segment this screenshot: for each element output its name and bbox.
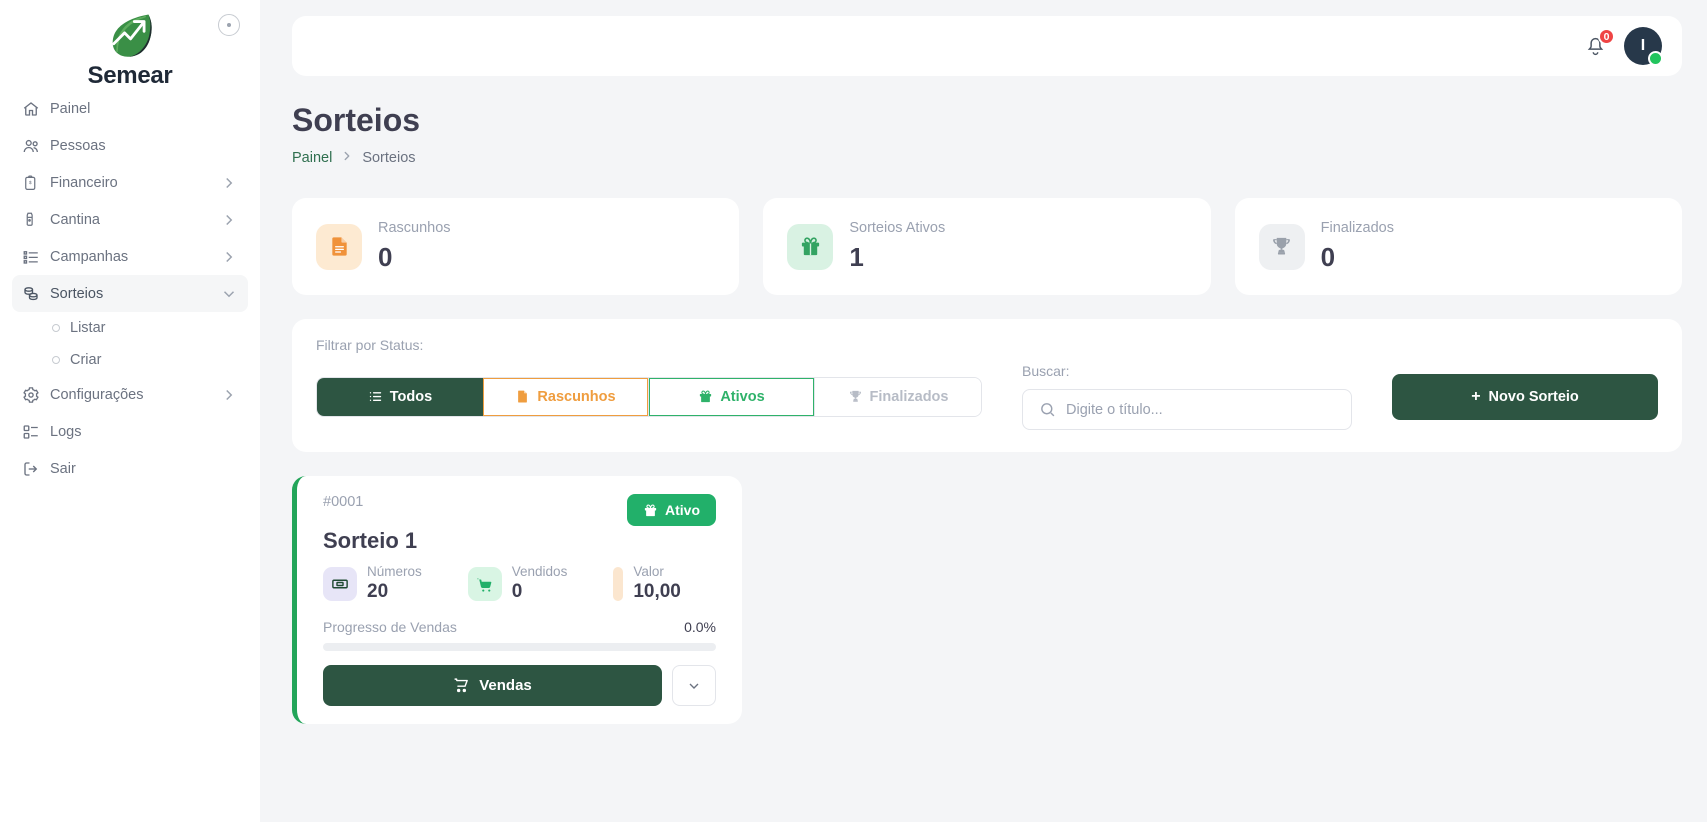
svg-text:$: $ [29,180,32,186]
